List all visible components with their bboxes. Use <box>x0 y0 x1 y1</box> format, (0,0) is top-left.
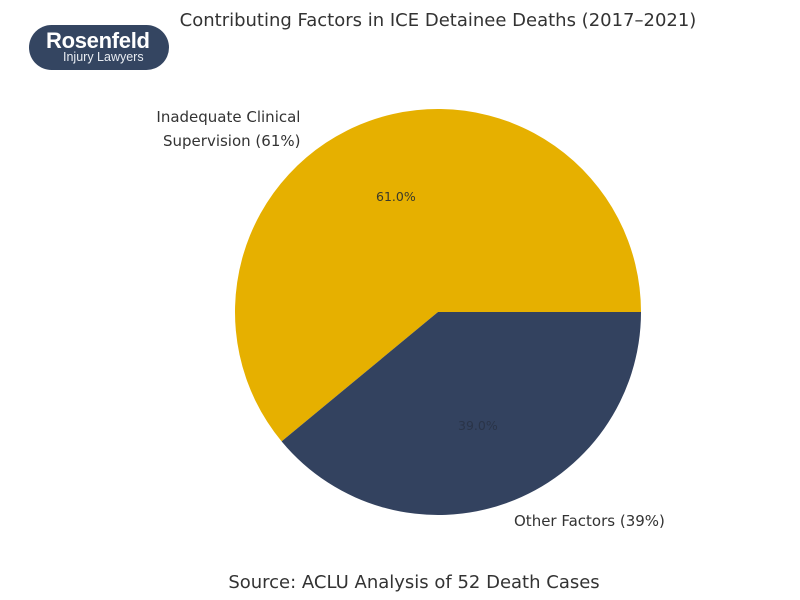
rosenfeld-logo: Rosenfeld Injury Lawyers <box>29 25 169 70</box>
slice-percent-other-factors: 39.0% <box>458 418 498 433</box>
slice-label-inadequate-clinical-supervision: Inadequate Clinical Supervision (61%) <box>148 105 300 153</box>
chart-source-footer: Source: ACLU Analysis of 52 Death Cases <box>228 572 600 593</box>
slice-label-line2: Supervision (61%) <box>163 132 301 150</box>
slice-percent-inadequate-clinical-supervision: 61.0% <box>376 189 416 204</box>
pie-slice-inadequate-clinical-supervision <box>234 108 641 442</box>
chart-title: Contributing Factors in ICE Detainee Dea… <box>179 10 697 31</box>
slice-label-line1: Inadequate Clinical <box>156 108 301 126</box>
logo-subtitle-text: Injury Lawyers <box>63 50 144 64</box>
slice-label-other-factors: Other Factors (39%) <box>514 512 665 530</box>
pie-slice-other-factors <box>281 312 641 515</box>
logo-brand-text: Rosenfeld <box>46 28 150 53</box>
